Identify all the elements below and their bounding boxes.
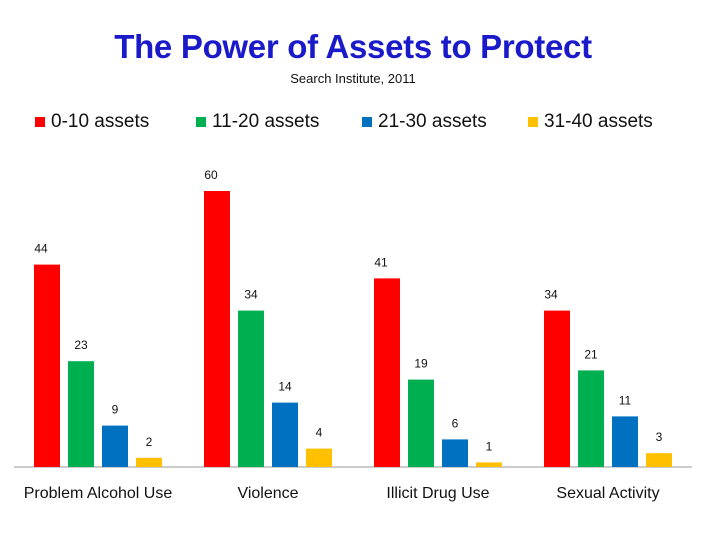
- bar-0-10-assets-illicit-drug-use: [374, 278, 400, 467]
- x-tick-label: Illicit Drug Use: [386, 485, 489, 502]
- legend-item-0-10: 0-10 assets: [35, 111, 149, 133]
- bar-0-10-assets-sexual-activity: [544, 310, 570, 467]
- data-label: 41: [374, 255, 388, 269]
- data-label: 34: [244, 288, 258, 302]
- legend-item-11-20: 11-20 assets: [196, 111, 319, 133]
- bar-31-40-assets-violence: [306, 448, 332, 467]
- data-label: 1: [486, 439, 493, 453]
- data-label: 4: [316, 426, 323, 440]
- legend-swatch-11-20: [196, 117, 206, 127]
- legend-item-21-30: 21-30 assets: [362, 111, 487, 133]
- legend-label-31-40: 31-40 assets: [544, 111, 653, 132]
- data-label: 44: [34, 242, 48, 256]
- legend-swatch-31-40: [528, 117, 538, 127]
- bar-21-30-assets-illicit-drug-use: [442, 439, 468, 467]
- bar-11-20-assets-sexual-activity: [578, 370, 604, 467]
- bar-21-30-assets-sexual-activity: [612, 416, 638, 467]
- bar-21-30-assets-problem-alcohol-use: [102, 425, 128, 467]
- bar-11-20-assets-violence: [238, 310, 264, 467]
- bar-31-40-assets-illicit-drug-use: [476, 462, 502, 467]
- data-label: 3: [656, 430, 663, 444]
- data-label: 21: [584, 347, 598, 361]
- bar-0-10-assets-violence: [204, 191, 230, 467]
- bar-31-40-assets-sexual-activity: [646, 453, 672, 467]
- data-label: 2: [146, 435, 153, 449]
- legend-item-31-40: 31-40 assets: [528, 111, 653, 133]
- chart-subtitle: Search Institute, 2011: [290, 71, 416, 86]
- bar-31-40-assets-problem-alcohol-use: [136, 457, 162, 467]
- data-label: 34: [544, 288, 558, 302]
- chart-title: The Power of Assets to Protect: [114, 28, 592, 65]
- bar-11-20-assets-problem-alcohol-use: [68, 361, 94, 467]
- data-label: 6: [452, 416, 459, 430]
- data-label: 19: [414, 357, 428, 371]
- bar-21-30-assets-violence: [272, 402, 298, 467]
- legend-swatch-21-30: [362, 117, 372, 127]
- data-label: 11: [619, 393, 632, 407]
- x-tick-label: Sexual Activity: [556, 485, 659, 502]
- data-label: 23: [74, 338, 88, 352]
- legend-swatch-0-10: [35, 117, 45, 127]
- data-label: 9: [112, 403, 119, 417]
- legend-label-0-10: 0-10 assets: [51, 111, 150, 132]
- x-tick-label: Problem Alcohol Use: [24, 485, 173, 502]
- legend-label-21-30: 21-30 assets: [378, 111, 487, 132]
- data-label: 14: [278, 380, 292, 394]
- legend-label-11-20: 11-20 assets: [212, 111, 320, 132]
- data-label: 60: [204, 168, 218, 182]
- bar-11-20-assets-illicit-drug-use: [408, 379, 434, 467]
- legend: 0-10 assets 11-20 assets 21-30 assets 31…: [0, 111, 720, 135]
- x-tick-label: Violence: [237, 485, 298, 502]
- bar-0-10-assets-problem-alcohol-use: [34, 264, 60, 467]
